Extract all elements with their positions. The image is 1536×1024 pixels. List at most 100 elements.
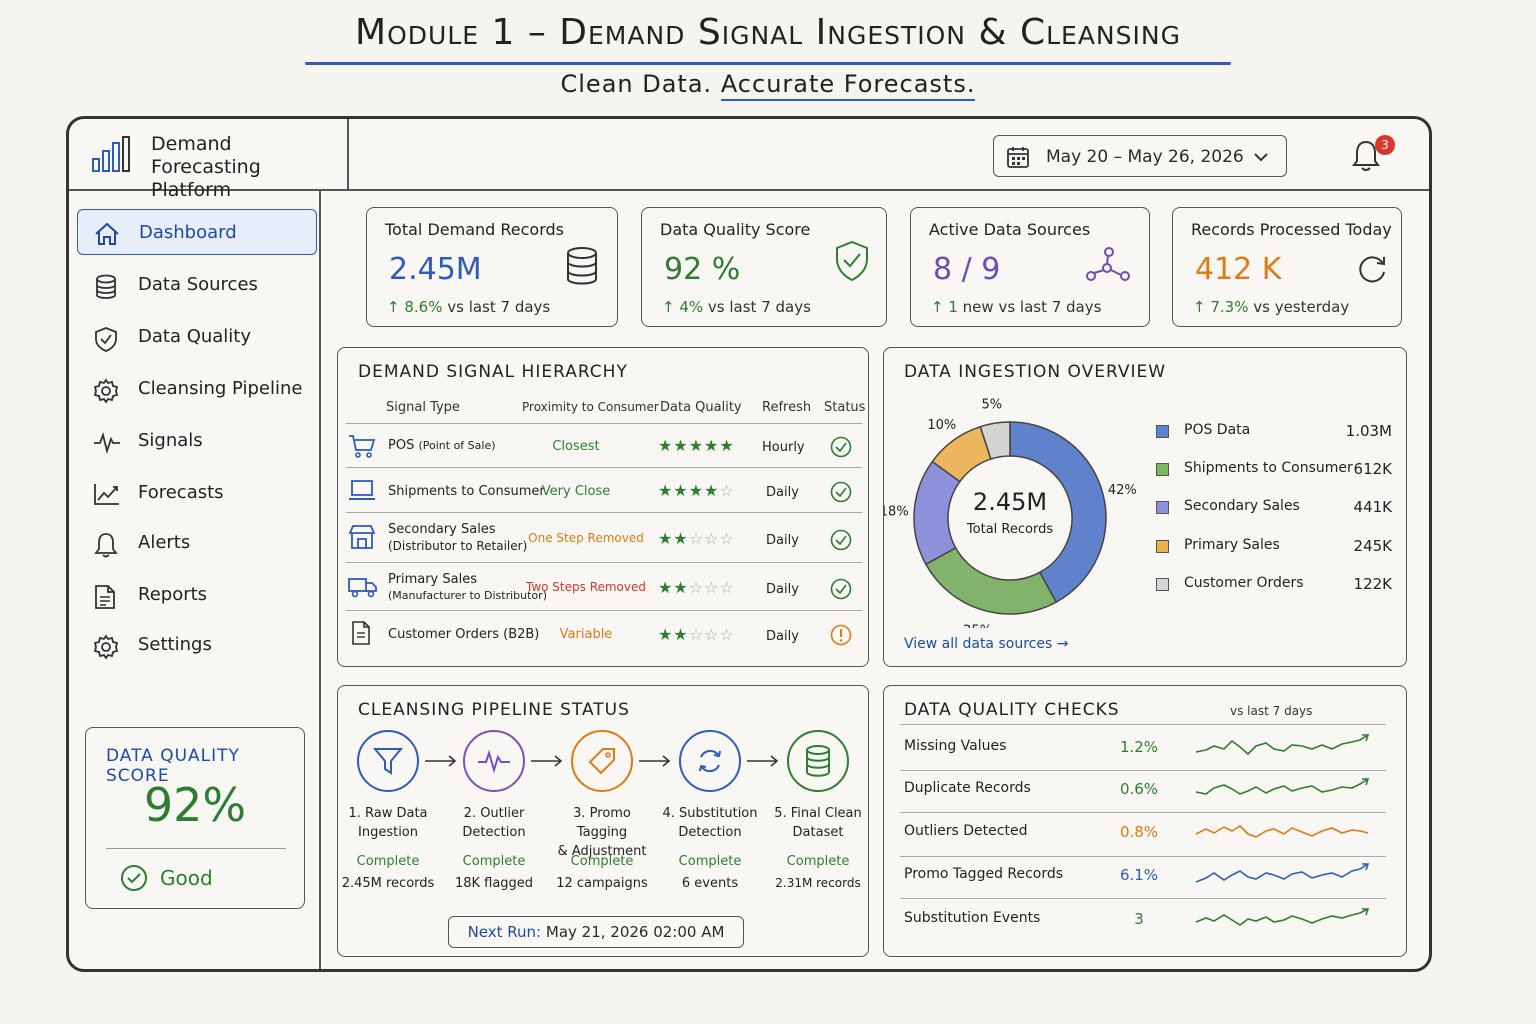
sidebar-item-signals[interactable]: Signals [77, 418, 317, 464]
date-range-value: May 20 – May 26, 2026 [1046, 147, 1244, 167]
legend-swatch [1156, 425, 1169, 438]
arrow-right-icon [424, 754, 458, 768]
donut-label-4: 5% [982, 397, 1003, 412]
notification-badge: 3 [1375, 135, 1395, 155]
step-status: Complete [550, 854, 654, 869]
check-circle-icon [830, 578, 852, 600]
column-header: Refresh [762, 400, 811, 415]
database-icon [565, 246, 599, 286]
check-circle-icon [830, 436, 852, 458]
kpi-card-quality-score: Data Quality Score 92 % ↑ 4% vs last 7 d… [641, 207, 887, 327]
quality-status: Good [160, 866, 213, 890]
network-icon [1085, 246, 1131, 284]
ingestion-donut-chart: 42% 25% 18% 10% 5% 2.45M Total Records [884, 388, 1144, 628]
donut-center-value: 2.45M [973, 488, 1047, 516]
kpi-value: 92 % [664, 252, 740, 287]
top-bar: Demand Forecasting Platform May 20 – May… [69, 119, 1429, 191]
donut-center-label: Total Records [966, 522, 1053, 537]
step-status: Complete [336, 854, 440, 869]
kpi-change: ↑ 8.6% vs last 7 days [387, 298, 550, 316]
quality-check-row[interactable]: Substitution Events 3 [900, 900, 1390, 942]
rating-stars: ★★★★☆ [658, 481, 735, 500]
rating-stars: ★★☆☆☆ [658, 529, 735, 548]
proximity-label: Closest [514, 439, 638, 454]
legend-item: Primary Sales 245K [1156, 535, 1392, 559]
proximity-label: One Step Removed [524, 531, 648, 545]
column-header: Data Quality [660, 400, 742, 415]
pulse-icon [93, 430, 121, 454]
sidebar-item-forecasts[interactable]: Forecasts [77, 470, 317, 516]
quality-score-value: 92% [86, 778, 304, 832]
sidebar-item-alerts[interactable]: Alerts [77, 520, 317, 566]
calendar-icon [1006, 145, 1030, 169]
brand[interactable]: Demand Forecasting Platform [69, 119, 349, 191]
step-status: Complete [766, 854, 870, 869]
step-status: Complete [442, 854, 546, 869]
step-status: Complete [658, 854, 762, 869]
step-count: 6 events [658, 876, 762, 891]
sidebar-item-reports[interactable]: Reports [77, 572, 317, 618]
refresh-icon [695, 746, 725, 776]
kpi-value: 8 / 9 [933, 252, 1000, 287]
check-circle-icon [120, 864, 148, 892]
view-all-sources-link[interactable]: View all data sources → [904, 636, 1068, 652]
sparkline [1194, 904, 1370, 934]
page-subtitle: Clean Data. Accurate Forecasts. [0, 70, 1536, 98]
sidebar-item-dashboard[interactable]: Dashboard [77, 209, 317, 255]
kpi-value: 412 K [1195, 252, 1281, 287]
title-underline [305, 62, 1231, 65]
quality-check-row[interactable]: Missing Values 1.2% [900, 728, 1390, 770]
sidebar-item-data-sources[interactable]: Data Sources [77, 262, 317, 308]
check-circle-icon [830, 481, 852, 503]
next-run-indicator: Next Run: May 21, 2026 02:00 AM [448, 916, 744, 948]
sidebar-item-data-quality[interactable]: Data Quality [77, 314, 317, 360]
legend-swatch [1156, 463, 1169, 476]
chevron-down-icon [1252, 148, 1270, 166]
quality-check-row[interactable]: Promo Tagged Records 6.1% [900, 856, 1390, 898]
pulse-icon [477, 748, 511, 774]
data-ingestion-panel: DATA INGESTION OVERVIEW 42% 25% 18% 10% 5% 2… [883, 347, 1407, 667]
legend-item: Shipments to Consumer 612K [1156, 458, 1392, 482]
shield-check-icon [834, 240, 870, 282]
subtitle-part-b: Accurate Forecasts. [721, 70, 976, 101]
divider [900, 724, 1386, 725]
quality-score-widget: DATA QUALITY SCORE 92% Good [85, 727, 305, 909]
divider [346, 423, 862, 424]
proximity-label: Variable [524, 627, 648, 642]
quality-check-row[interactable]: Duplicate Records 0.6% [900, 770, 1390, 812]
database-icon [93, 274, 119, 300]
kpi-change: ↑ 7.3% vs yesterday [1193, 298, 1349, 316]
rating-stars: ★★★★★ [658, 436, 735, 455]
legend-item: Secondary Sales 441K [1156, 496, 1392, 520]
funnel-icon [373, 746, 403, 776]
demand-signal-hierarchy-panel: DEMAND SIGNAL HIERARCHY Signal Type Prox… [337, 347, 869, 667]
divider [900, 898, 1386, 899]
sidebar: Dashboard Data Sources Data Quality Clea… [69, 191, 321, 972]
trend-label: vs last 7 days [1230, 704, 1312, 718]
tag-icon [587, 746, 617, 776]
step-count: 12 campaigns [550, 876, 654, 891]
quality-check-row[interactable]: Outliers Detected 0.8% [900, 813, 1390, 855]
kpi-card-active-sources: Active Data Sources 8 / 9 ↑ 1 new vs las… [910, 207, 1150, 327]
legend-item: Customer Orders 122K [1156, 573, 1392, 597]
gear-icon [93, 634, 119, 660]
kpi-card-total-records: Total Demand Records 2.45M ↑ 8.6% vs las… [366, 207, 618, 327]
sidebar-item-settings[interactable]: Settings [77, 622, 317, 668]
section-heading: CLEANSING PIPELINE STATUS [358, 700, 630, 720]
line-chart-icon [93, 482, 121, 506]
kpi-change: ↑ 1 new vs last 7 days [931, 298, 1101, 316]
legend-swatch [1156, 578, 1169, 591]
date-range-picker[interactable]: May 20 – May 26, 2026 [993, 135, 1287, 177]
proximity-label: Two Steps Removed [524, 580, 648, 594]
document-icon [93, 584, 117, 610]
legend-swatch [1156, 501, 1169, 514]
legend-swatch [1156, 540, 1169, 553]
section-heading: DEMAND SIGNAL HIERARCHY [358, 362, 628, 382]
sidebar-item-cleansing-pipeline[interactable]: Cleansing Pipeline [77, 366, 317, 412]
cleansing-pipeline-panel: CLEANSING PIPELINE STATUS 1. Raw Data Ing… [337, 685, 869, 957]
app-window: Demand Forecasting Platform May 20 – May… [66, 116, 1432, 972]
column-header: Status [824, 400, 865, 415]
donut-label-1: 25% [963, 623, 992, 628]
arrow-right-icon [746, 754, 780, 768]
donut-slice-1[interactable] [926, 548, 1056, 614]
